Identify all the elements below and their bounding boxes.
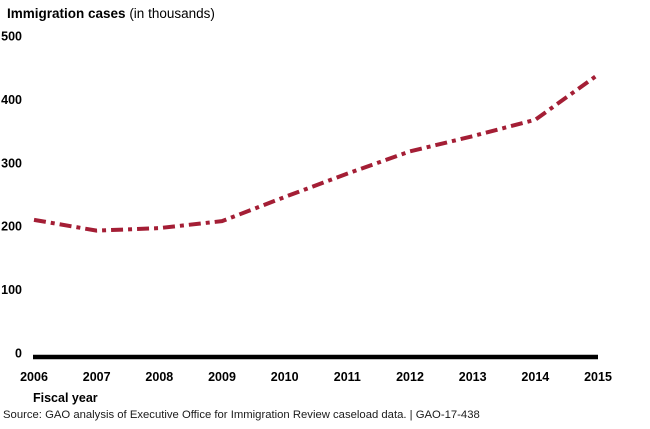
chart-title-unit: (in thousands)	[129, 6, 215, 21]
immigration-cases-trend-line	[33, 73, 600, 233]
y-axis-tick-label: 0	[15, 347, 22, 361]
x-axis-tick-label: 2011	[334, 370, 361, 384]
x-axis-tick-label: 2008	[145, 370, 173, 384]
x-axis-tick-label: 2012	[396, 370, 424, 384]
y-axis-tick-label: 300	[1, 156, 22, 170]
x-axis-tick-label: 2009	[208, 370, 236, 384]
x-axis-tick-label: 2015	[584, 370, 612, 384]
y-axis-tick-label: 400	[1, 93, 22, 107]
x-axis-tick-label: 2010	[271, 370, 299, 384]
y-axis-tick-label: 100	[1, 283, 22, 297]
x-axis-title: Fiscal year	[33, 391, 98, 405]
y-axis-tick-label: 200	[1, 220, 22, 234]
x-axis-tick-label: 2006	[20, 370, 48, 384]
chart-title-text: Immigration cases	[7, 6, 126, 21]
x-axis-tick-label: 2013	[459, 370, 487, 384]
x-axis-tick-label: 2014	[521, 370, 549, 384]
source-note: Source: GAO analysis of Executive Office…	[3, 409, 480, 421]
x-axis-tick-label: 2007	[83, 370, 111, 384]
chart-title: Immigration cases (in thousands)	[7, 6, 215, 22]
y-axis-tick-label: 500	[1, 30, 22, 44]
